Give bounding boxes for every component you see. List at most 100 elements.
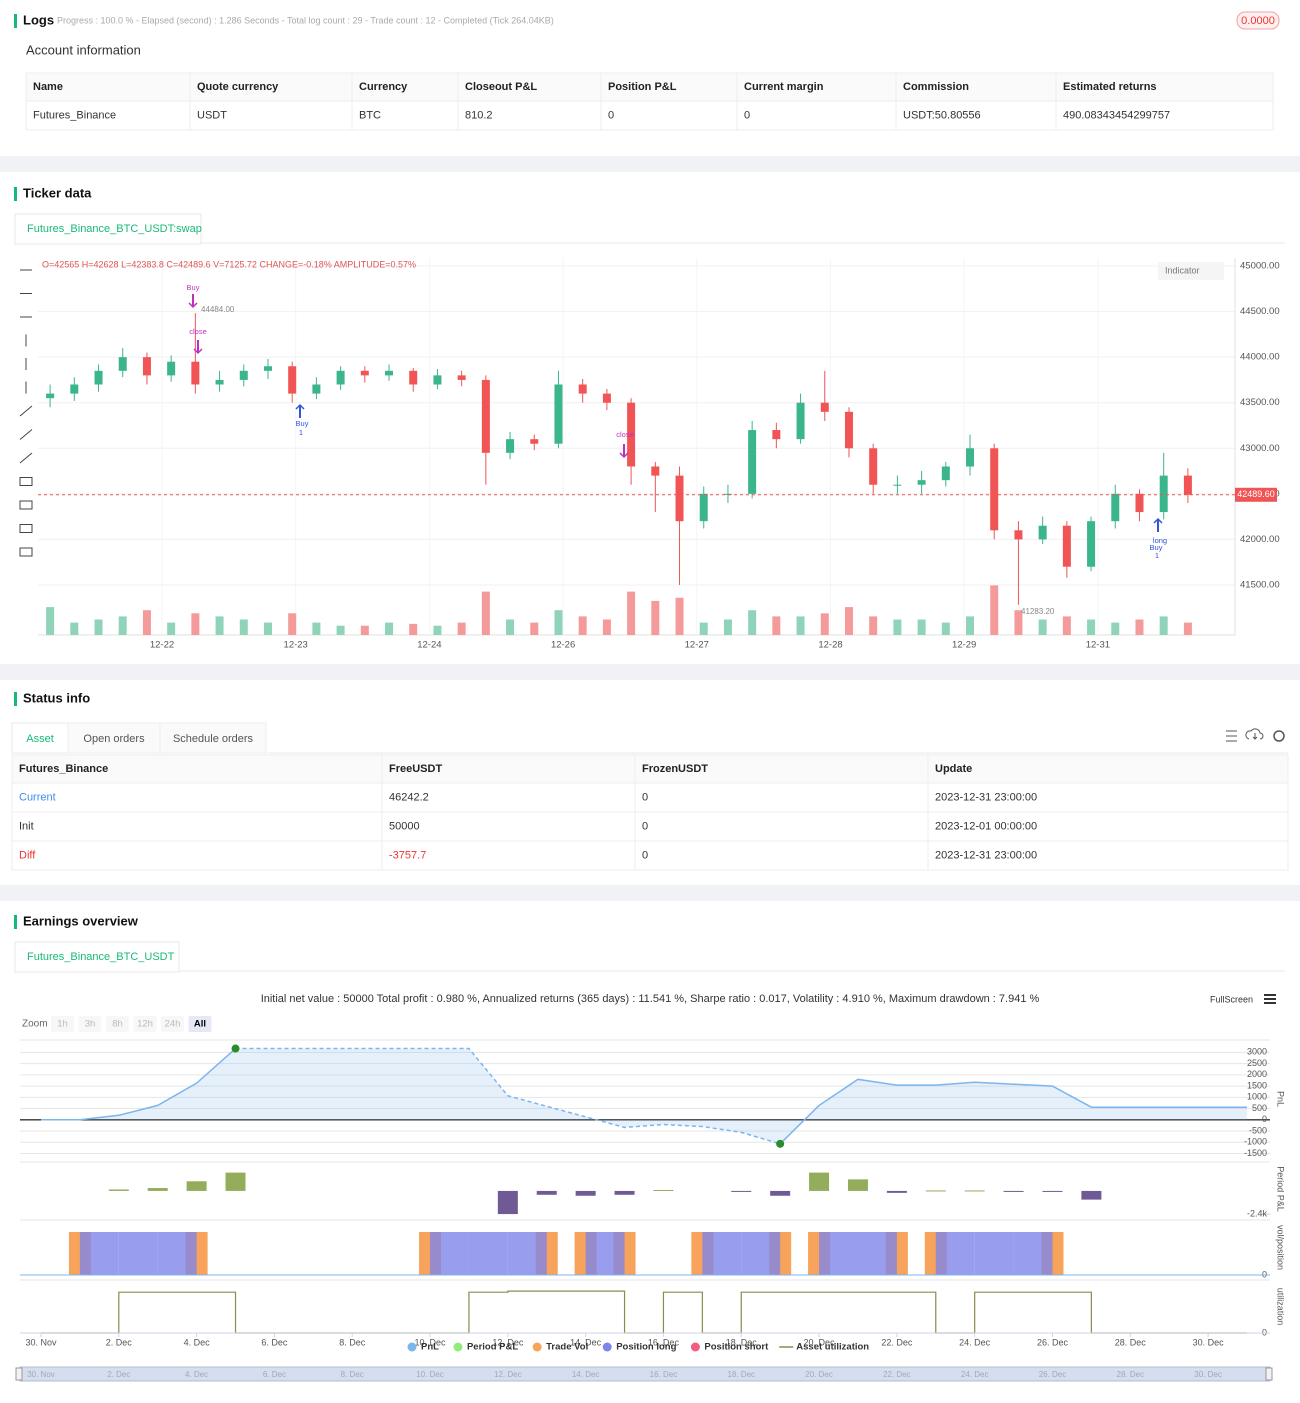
zoom-button[interactable] [51, 1016, 74, 1032]
volume-bar [409, 623, 418, 635]
signal-label: 1 [299, 428, 303, 437]
legend-symbol[interactable] [690, 1342, 700, 1352]
period-bar [186, 1181, 207, 1191]
zoom-button-label[interactable]: 3h [85, 1019, 96, 1030]
section-marker [14, 692, 17, 706]
legend-symbol[interactable] [453, 1342, 463, 1352]
zoom-button-label[interactable]: All [194, 1019, 206, 1030]
ohlc-info: O=42565 H=42628 L=42383.8 C=42489.6 V=71… [42, 259, 416, 269]
axis-title: PnL [1276, 1091, 1286, 1107]
candle-body [1062, 525, 1071, 567]
volume-bar [215, 616, 224, 635]
candle-body [263, 366, 272, 371]
tab-label[interactable]: Open orders [83, 733, 145, 745]
table-cell: Diff [19, 849, 36, 861]
table-row [25, 100, 1274, 131]
y-tick-label: 2000 [1247, 1069, 1267, 1079]
legend-symbol[interactable] [407, 1342, 417, 1352]
y-tick-label: -2.4k [1247, 1208, 1268, 1218]
zoom-button[interactable] [161, 1016, 184, 1032]
navigator-handle[interactable] [1265, 1367, 1273, 1381]
tab-label[interactable]: Asset [26, 733, 54, 745]
volume-bar [1111, 622, 1120, 635]
indicator-button[interactable] [1158, 262, 1224, 280]
legend-symbol[interactable] [602, 1342, 612, 1352]
x-tick-label: 18. Dec [726, 1337, 758, 1347]
table-header: Futures_Binance [19, 763, 108, 775]
last-price-label: 42489.60 [1237, 489, 1275, 499]
table-header: Position P&L [608, 81, 677, 93]
zoom-button-label[interactable]: 12h [137, 1019, 153, 1030]
zoom-button-label[interactable]: 8h [112, 1019, 123, 1030]
zoom-button[interactable] [188, 1016, 212, 1032]
tab[interactable] [14, 213, 202, 245]
zoom-button[interactable] [133, 1016, 157, 1032]
table-cell: USDT:50.80556 [903, 109, 981, 121]
section-gap [0, 156, 1300, 172]
pnl-line [779, 1078, 1247, 1145]
tab-label[interactable]: Schedule orders [173, 733, 254, 745]
position-long-bar [468, 1232, 508, 1275]
legend-label[interactable]: Position long [616, 1342, 676, 1353]
volume-bar [142, 610, 151, 635]
legend-label[interactable]: PnL [421, 1342, 439, 1353]
navigator-handle[interactable] [15, 1367, 23, 1381]
navigator-label: 4. Dec [185, 1370, 208, 1379]
section-marker [14, 14, 17, 28]
table-cell: 50000 [389, 820, 420, 832]
zoom-button-label[interactable]: 1h [57, 1019, 68, 1030]
table-header: Closeout P&L [465, 81, 537, 93]
candle-body [1183, 475, 1192, 495]
volume-bar [288, 613, 297, 635]
legend-label[interactable]: Period P&L [467, 1342, 518, 1353]
y-tick-label: 2500 [1247, 1058, 1267, 1068]
volume-bar [1183, 622, 1192, 635]
y-tick-label: 500 [1252, 1103, 1267, 1113]
zoom-button[interactable] [106, 1016, 129, 1032]
candle-body [723, 493, 732, 495]
legend-symbol[interactable] [532, 1342, 542, 1352]
tab[interactable] [11, 722, 69, 754]
signal-arrowhead [295, 403, 305, 410]
tab[interactable] [159, 722, 267, 754]
download-icon[interactable] [1245, 728, 1264, 740]
volume-bar [1159, 616, 1168, 635]
position-long-bar [974, 1232, 1014, 1275]
tab-label[interactable]: Futures_Binance_BTC_USDT:swap [27, 223, 202, 235]
axis-title: vol/position [1276, 1225, 1286, 1270]
tool-icon [19, 524, 33, 533]
candle-body [772, 430, 781, 440]
position-long-bar [79, 1232, 119, 1275]
x-tick-label: 12-26 [551, 640, 575, 651]
zoom-label: Zoom [22, 1019, 48, 1030]
position-long-bar [118, 1232, 158, 1275]
table-header-bg [25, 72, 1274, 102]
period-bar [575, 1190, 596, 1196]
tab-label[interactable]: Futures_Binance_BTC_USDT [27, 951, 175, 963]
tab[interactable] [67, 722, 161, 754]
position-long-bar [857, 1232, 897, 1275]
tool-icon [19, 429, 33, 440]
legend-label[interactable]: Trade Vol [546, 1342, 588, 1353]
candle-body [602, 393, 611, 403]
section-title: Logs [23, 12, 54, 27]
x-tick-label: 20. Dec [804, 1337, 836, 1347]
volume-bar [990, 585, 999, 635]
volume-bar [941, 622, 950, 635]
low-label: 41283.20 [1021, 607, 1055, 616]
volume-bar [70, 622, 79, 635]
zoom-button-label[interactable]: 24h [165, 1019, 181, 1030]
position-long-bar [507, 1232, 547, 1275]
candle-body [142, 357, 151, 376]
tab[interactable] [14, 941, 180, 973]
x-tick-label: 12-23 [284, 640, 308, 651]
tool-icon [19, 405, 33, 417]
indicator-label[interactable]: Indicator [1165, 265, 1200, 275]
settings-icon[interactable] [1273, 730, 1285, 742]
zoom-button[interactable] [78, 1016, 102, 1032]
fullscreen-button[interactable]: FullScreen [1210, 994, 1253, 1004]
legend-label[interactable]: Position short [704, 1342, 769, 1353]
x-tick-label: 30. Nov [25, 1337, 57, 1347]
legend-label[interactable]: Asset utilization [796, 1342, 869, 1353]
section-gap [0, 664, 1300, 680]
